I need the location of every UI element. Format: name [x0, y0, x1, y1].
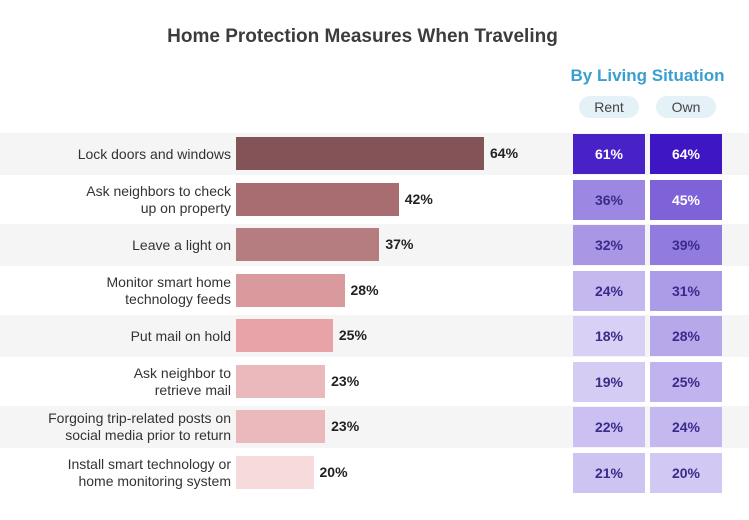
category-label: Forgoing trip-related posts on social med…: [48, 410, 231, 443]
heat-cell-own: 39%: [650, 225, 722, 265]
bar-value-label: 25%: [338, 327, 367, 343]
heat-cell-rent: 32%: [573, 225, 645, 265]
category-label: Put mail on hold: [130, 327, 231, 344]
heat-cell-rent: 36%: [573, 179, 645, 220]
category-label: Ask neighbors to check up on property: [86, 182, 231, 216]
chart-title: Home Protection Measures When Traveling: [167, 26, 558, 47]
category-label: Lock doors and windows: [77, 145, 231, 162]
bar: [236, 319, 333, 352]
bar: [236, 273, 345, 307]
heat-cell-own: 25%: [650, 361, 722, 402]
heat-cell-own: 20%: [650, 452, 722, 493]
bar-value-label: 23%: [331, 372, 360, 389]
bar-value-label: 28%: [350, 281, 379, 298]
heat-cell-own: 28%: [650, 316, 722, 356]
column-header-own: Own: [656, 96, 716, 118]
heat-cell-own: 64%: [650, 134, 722, 174]
bar-value-label: 42%: [404, 190, 433, 207]
heat-cell-own: 24%: [650, 407, 722, 447]
category-label: Leave a light on: [132, 236, 231, 253]
heat-cell-own: 31%: [650, 270, 722, 311]
bar: [236, 228, 380, 261]
chart-subtitle: By Living Situation: [570, 66, 725, 85]
bar: [236, 410, 326, 443]
heat-cell-own: 45%: [650, 179, 722, 220]
column-header-rent: Rent: [579, 96, 639, 118]
bar-value-label: 37%: [385, 236, 414, 252]
category-label: Install smart technology or home monitori…: [67, 455, 231, 489]
bar: [236, 364, 326, 398]
heat-cell-rent: 24%: [573, 270, 645, 311]
heat-cell-rent: 18%: [573, 316, 645, 356]
category-label: Ask neighbor to retrieve mail: [133, 364, 231, 398]
bar: [236, 182, 399, 216]
bar: [236, 455, 314, 489]
bar-value-label: 20%: [319, 463, 348, 480]
heat-cell-rent: 19%: [573, 361, 645, 402]
heat-cell-rent: 22%: [573, 407, 645, 447]
bar: [236, 137, 484, 170]
category-label: Monitor smart home technology feeds: [106, 273, 231, 307]
heat-cell-rent: 21%: [573, 452, 645, 493]
bar-value-label: 23%: [331, 418, 360, 434]
bar-value-label: 64%: [490, 145, 519, 161]
heat-cell-rent: 61%: [573, 134, 645, 174]
